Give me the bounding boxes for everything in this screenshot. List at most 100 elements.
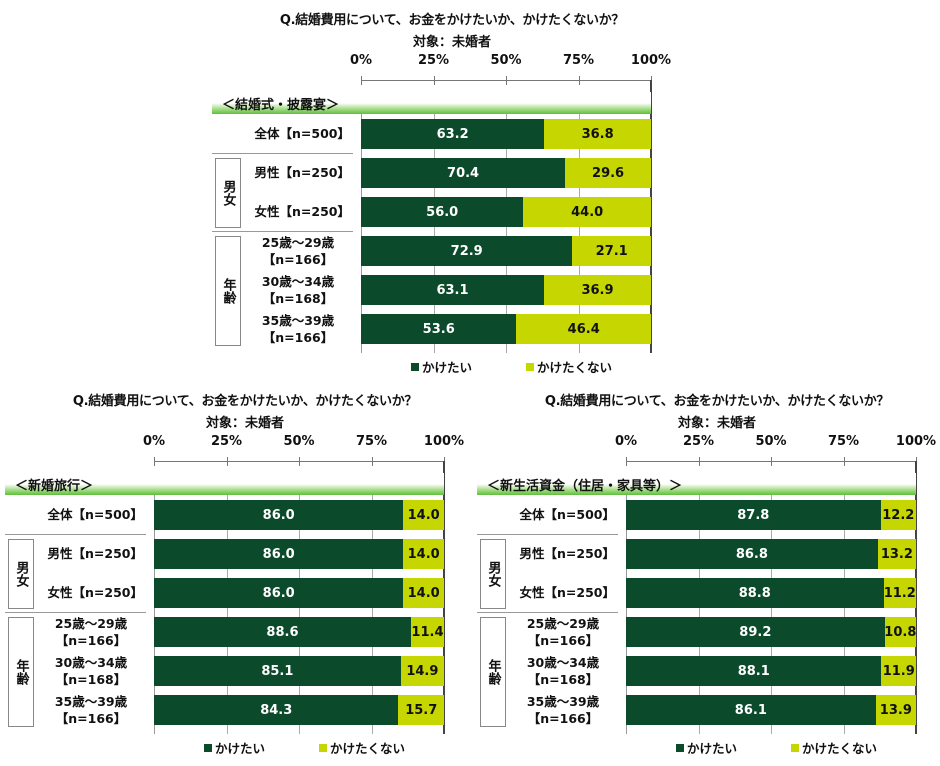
tick-mark [433,76,435,85]
category-label: 25歳～29歳【n=166】 [54,616,128,648]
bar-want: 86.0 [154,578,404,608]
category-label: 35歳～39歳【n=166】 [261,313,335,345]
category-label: 全体【n=500】 [254,126,350,141]
category-label: 25歳～29歳【n=166】 [526,616,600,648]
group-separator [212,153,353,154]
legend-label: かけたい [687,741,738,756]
category-label: 35歳～39歳【n=166】 [526,694,600,726]
bar-not-want: 12.2 [880,500,916,530]
section-title: ＜新生活資金（住居・家具等）＞ [487,479,683,494]
legend-item: かけたくない [526,357,612,376]
section-band: ＜結婚式・披露宴＞ [212,92,651,114]
category-label: 30歳～34歳【n=168】 [526,655,600,687]
bar-not-want: 11.2 [883,578,916,608]
tick-label: 50% [283,434,315,449]
bar-not-want: 11.4 [410,617,444,647]
tick-label: 75% [355,434,388,449]
chart-subtitle: 対象：未婚者 [205,416,284,431]
group-label-gender: 男女 [215,158,241,228]
legend-item: かけたくない [319,738,405,757]
tick-label: 50% [755,434,787,449]
plot-right-border [915,461,917,734]
bar-want: 86.0 [154,500,404,530]
section-band: ＜新生活資金（住居・家具等）＞ [477,473,916,495]
bar-want: 63.1 [361,275,544,305]
bar-want: 88.1 [626,656,882,686]
tick-label: 0% [349,53,373,68]
bar-not-want: 10.8 [884,617,916,647]
group-separator [477,612,618,613]
bar-want: 86.8 [626,539,878,569]
section-band: ＜新婚旅行＞ [5,473,444,495]
tick-mark [698,457,700,466]
legend-swatch [791,743,799,752]
bar-not-want: 46.4 [516,314,651,344]
tick-mark [154,457,155,466]
legend-label: かけたくない [802,741,878,756]
legend-swatch [319,743,327,752]
group-label-age: 年齢 [8,617,34,727]
bar-want: 85.1 [154,656,401,686]
bar-want: 63.2 [361,119,545,149]
plot-left-border [154,495,155,734]
bar-not-want: 15.7 [398,695,444,725]
bar-want: 53.6 [361,314,517,344]
chart-honeymoon: Q.結婚費用について、お金をかけたいか、かけたくないか？ 対象：未婚者 0% 25% 5… [5,386,485,761]
chart-subtitle: 対象：未婚者 [677,416,756,431]
chart-title: Q.結婚費用について、お金をかけたいか、かけたくないか？ [279,13,625,28]
group-separator [5,612,146,613]
gridline [506,114,507,353]
legend-swatch [526,362,534,371]
legend-swatch [204,743,212,752]
tick-label: 75% [827,434,860,449]
group-label-age: 年齢 [480,617,506,727]
category-label: 男性【n=250】 [254,165,350,180]
chart-title: Q.結婚費用について、お金をかけたいか、かけたくないか？ [544,394,890,409]
category-label: 女性【n=250】 [254,204,350,219]
tick-mark [771,457,772,466]
category-label: 全体【n=500】 [519,507,615,522]
group-label-gender: 男女 [8,539,34,609]
bar-not-want: 14.0 [403,578,444,608]
bar-want: 56.0 [361,197,524,227]
bar-want: 86.1 [626,695,876,725]
category-label: 女性【n=250】 [47,585,143,600]
category-label: 35歳～39歳【n=166】 [54,694,128,726]
bar-not-want: 11.9 [881,656,916,686]
category-label: 全体【n=500】 [47,507,143,522]
plot-right-border [443,461,445,734]
legend-item: かけたくない [791,738,877,757]
chart-new-life-funds: Q.結婚費用について、お金をかけたいか、かけたくないか？ 対象：未婚者 0% 25% 5… [477,386,940,761]
group-separator [212,231,353,232]
chart-title: Q.結婚費用について、お金をかけたいか、かけたくないか？ [72,394,418,409]
tick-mark [226,457,228,466]
bar-not-want: 14.0 [403,539,444,569]
plot-left-border [626,495,627,734]
tick-label: 75% [562,53,595,68]
legend-item: かけたい [411,357,472,376]
category-label: 25歳～29歳【n=166】 [261,235,335,267]
tick-mark [371,457,373,466]
legend-swatch [676,743,684,752]
section-title: ＜結婚式・披露宴＞ [222,98,340,113]
chart-wedding: Q.結婚費用について、お金をかけたいか、かけたくないか？ 対象：未婚者 0% 25% 5… [212,5,692,380]
chart-subtitle: 対象：未婚者 [412,35,491,50]
tick-mark [843,457,845,466]
bar-want: 72.9 [361,236,573,266]
bar-want: 89.2 [626,617,885,647]
category-label: 女性【n=250】 [519,585,615,600]
legend-item: かけたい [204,738,265,757]
bar-want: 88.6 [154,617,411,647]
section-title: ＜新婚旅行＞ [15,479,94,494]
gridline [578,114,580,353]
bar-not-want: 36.9 [543,275,651,305]
category-label: 30歳～34歳【n=168】 [54,655,128,687]
bar-not-want: 44.0 [523,197,651,227]
legend-swatch [411,362,419,371]
gridline [226,495,228,734]
tick-label: 100% [630,53,672,68]
legend-label: かけたい [215,741,266,756]
gridline [698,495,700,734]
category-label: 男性【n=250】 [47,546,143,561]
group-separator [5,534,146,535]
